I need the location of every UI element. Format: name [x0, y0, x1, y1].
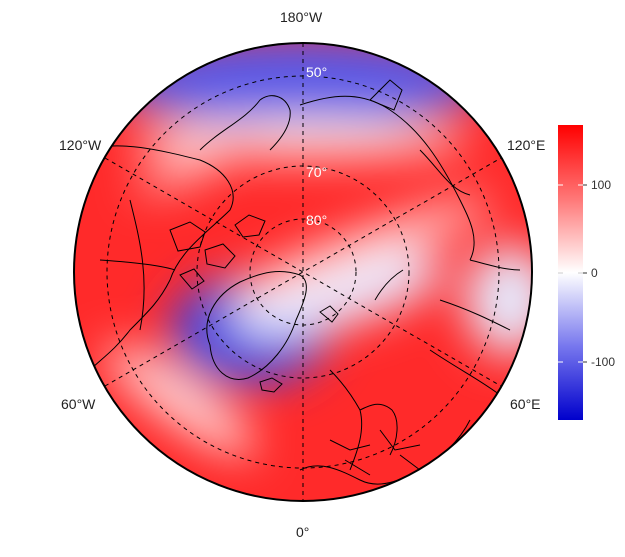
colorbar: 100 0 -100 — [558, 125, 615, 420]
greenland-coast — [206, 271, 307, 380]
iceland — [259, 377, 283, 393]
asia-borders — [419, 149, 521, 396]
map-boundary — [73, 42, 533, 502]
novaya-zemlya — [374, 269, 404, 301]
north-america-coast — [84, 145, 234, 371]
siberia-coast — [299, 95, 475, 261]
alaska-coast — [199, 95, 291, 151]
blue-anomaly-north-pacific — [110, 43, 490, 125]
n-america-borders — [99, 199, 176, 331]
europe-borders — [329, 429, 421, 476]
lat-label-50: 50° — [306, 64, 327, 80]
lon-label-120w: 120°W — [59, 137, 102, 153]
kamchatka — [369, 79, 403, 111]
scandinavia — [329, 369, 398, 471]
colorbar-tick-100: 100 — [591, 178, 611, 192]
lon-label-0: 0° — [296, 524, 310, 540]
lat-label-80: 80° — [306, 212, 327, 228]
colorbar-tick-0: 0 — [591, 266, 598, 280]
anomaly-field — [74, 43, 532, 501]
lon-label-180w: 180°W — [280, 9, 323, 25]
colorbar-tick-minus-100: -100 — [591, 355, 615, 369]
lon-label-60w: 60°W — [61, 396, 96, 412]
graticule — [104, 43, 502, 501]
canadian-archipelago — [169, 214, 266, 290]
lon-label-120e: 120°E — [507, 137, 546, 153]
lat-label-70: 70° — [306, 164, 327, 180]
coastlines — [84, 79, 521, 485]
lon-label-60e: 60°E — [510, 396, 541, 412]
